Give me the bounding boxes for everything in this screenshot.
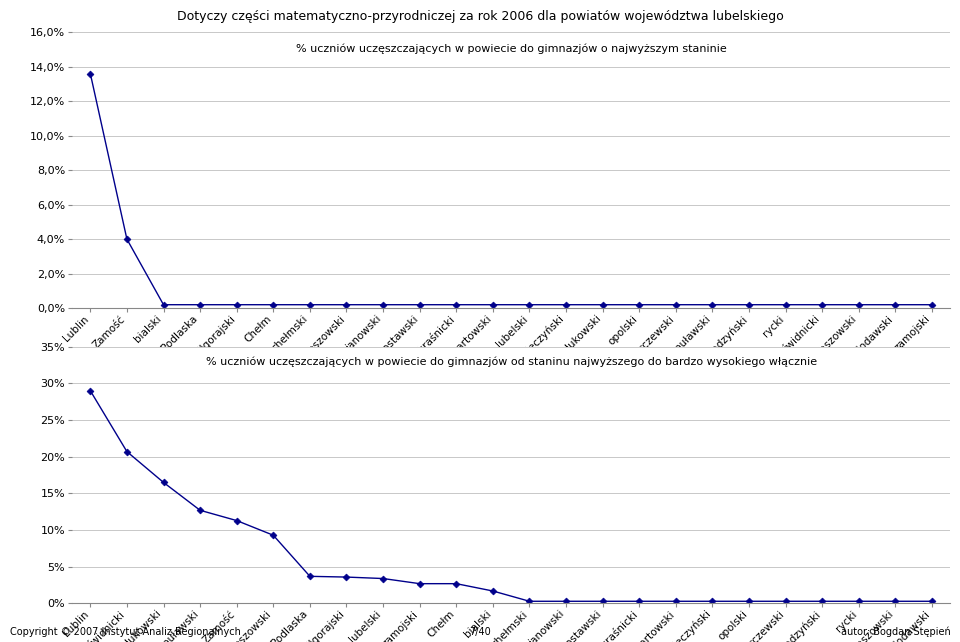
Text: autor: Bogdan Stępień: autor: Bogdan Stępień bbox=[841, 627, 950, 637]
Text: 7/40: 7/40 bbox=[469, 627, 491, 637]
Text: Copyright © 2007 Instytut Analiz Regionalnych: Copyright © 2007 Instytut Analiz Regiona… bbox=[10, 627, 240, 637]
Text: % uczniów uczęszczających w powiecie do gimnazjów od staninu najwyższego do bard: % uczniów uczęszczających w powiecie do … bbox=[205, 357, 817, 367]
Text: % uczniów uczęszczających w powiecie do gimnazjów o najwyższym staninie: % uczniów uczęszczających w powiecie do … bbox=[296, 43, 727, 54]
Text: Dotyczy części matematyczno-przyrodniczej za rok 2006 dla powiatów województwa l: Dotyczy części matematyczno-przyrodnicze… bbox=[177, 10, 783, 22]
